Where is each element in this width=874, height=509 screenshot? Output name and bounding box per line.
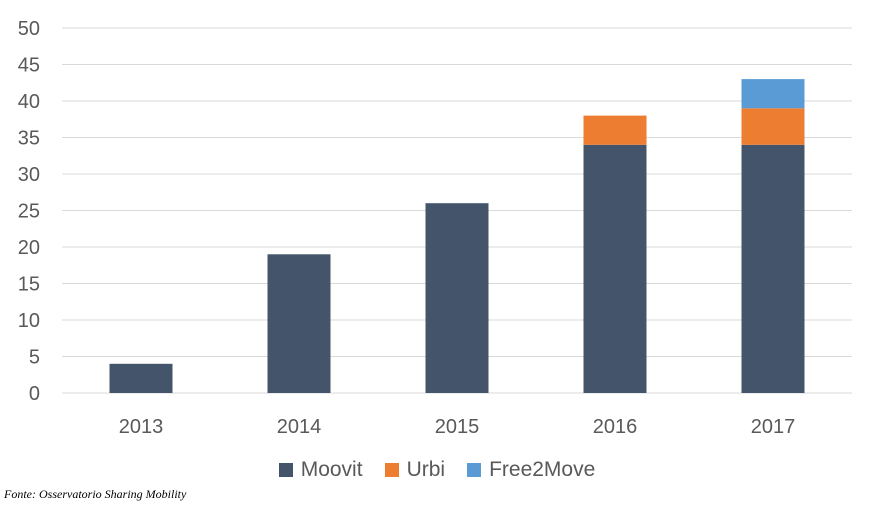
x-tick-label-2017: 2017: [751, 416, 796, 438]
legend-item-moovit: Moovit: [278, 458, 363, 482]
bar-moovit-2017: [741, 144, 805, 393]
legend-swatch-free2move: [467, 463, 482, 477]
bar-urbi-2016: [583, 115, 647, 145]
y-tick-label-0: 0: [29, 383, 40, 405]
bar-moovit-2016: [583, 144, 647, 393]
y-tick-label-20: 20: [18, 237, 40, 259]
y-tick-label-35: 35: [18, 128, 40, 150]
y-tick-label-25: 25: [18, 201, 40, 223]
bars: [109, 79, 805, 393]
x-axis: 2013 2014 2015 2016 2017: [119, 416, 796, 438]
x-tick-label-2015: 2015: [435, 416, 480, 438]
legend-label-moovit: Moovit: [300, 458, 363, 481]
y-tick-label-45: 45: [18, 55, 40, 77]
bar-moovit-2013: [109, 363, 173, 393]
legend-label-urbi: Urbi: [406, 458, 446, 481]
x-tick-label-2013: 2013: [119, 416, 164, 438]
source-note: Fonte: Osservatorio Sharing Mobility: [4, 487, 187, 501]
legend-label-free2move: Free2Move: [489, 458, 596, 481]
bar-moovit-2014: [267, 254, 331, 393]
y-axis: 0 5 10 15 20 25 30 35 40 45 50: [18, 18, 40, 405]
legend-swatch-moovit: [278, 463, 293, 477]
legend-swatch-urbi: [384, 463, 399, 477]
y-tick-label-10: 10: [18, 310, 40, 332]
bar-free2move-2017: [741, 79, 805, 109]
y-tick-label-5: 5: [29, 347, 40, 369]
x-tick-label-2014: 2014: [277, 416, 322, 438]
y-tick-label-50: 50: [18, 18, 40, 40]
y-tick-label-40: 40: [18, 91, 40, 113]
x-tick-label-2016: 2016: [593, 416, 638, 438]
bar-moovit-2015: [425, 203, 489, 393]
legend-item-urbi: Urbi: [384, 458, 446, 482]
y-tick-label-15: 15: [18, 274, 40, 296]
bar-urbi-2017: [741, 108, 805, 145]
y-tick-label-30: 30: [18, 164, 40, 186]
legend: Moovit Urbi Free2Move: [0, 458, 874, 482]
legend-item-free2move: Free2Move: [467, 458, 595, 482]
